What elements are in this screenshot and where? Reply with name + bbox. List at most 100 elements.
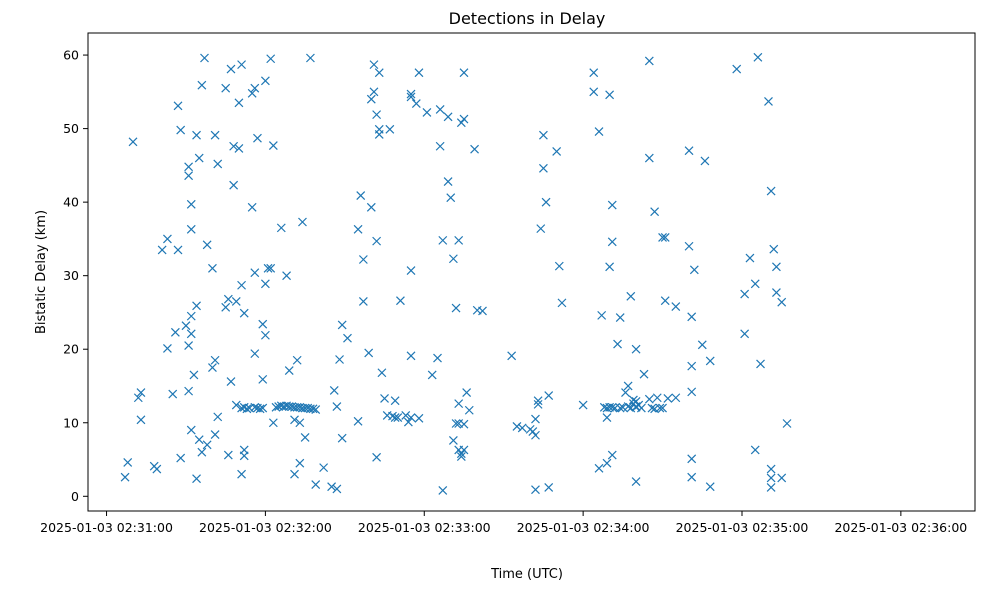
data-point: [305, 53, 315, 63]
data-point: [168, 389, 178, 399]
data-point: [647, 403, 657, 413]
data-point: [644, 394, 654, 404]
data-point: [766, 483, 776, 492]
data-point: [438, 235, 448, 245]
data-point: [663, 394, 673, 403]
data-point: [250, 402, 260, 412]
data-point: [234, 144, 244, 153]
data-point: [557, 298, 567, 308]
data-point: [377, 368, 387, 378]
data-point: [210, 430, 220, 439]
data-point: [531, 414, 540, 424]
data-point: [435, 141, 445, 151]
y-axis-label: Bistatic Delay (km): [34, 210, 49, 334]
data-point: [589, 87, 599, 97]
data-point: [652, 393, 662, 403]
data-point: [459, 419, 469, 429]
data-point: [223, 294, 233, 304]
data-point: [295, 418, 305, 428]
data-point: [170, 327, 180, 337]
data-point: [427, 370, 437, 380]
data-point: [213, 412, 223, 422]
data-point: [756, 359, 765, 369]
data-point: [213, 159, 223, 169]
data-point: [234, 98, 244, 108]
data-point: [605, 90, 615, 100]
data-point: [163, 234, 172, 244]
data-point: [268, 418, 278, 428]
data-point: [459, 68, 469, 78]
data-point: [435, 105, 445, 114]
data-point: [133, 393, 143, 403]
data-point: [687, 312, 697, 322]
data-point: [374, 68, 384, 78]
data-point: [237, 280, 246, 290]
data-point: [443, 112, 453, 122]
x-axis: 2025-01-03 02:31:00 2025-01-03 02:32:00 20…: [40, 511, 967, 535]
data-point: [531, 430, 540, 440]
data-point: [597, 310, 607, 320]
data-point: [544, 483, 554, 492]
data-point: [671, 302, 681, 311]
data-point: [406, 89, 416, 99]
data-point: [284, 366, 294, 375]
data-point: [311, 405, 321, 414]
data-point: [528, 427, 538, 437]
data-point: [644, 56, 654, 66]
data-point: [777, 297, 787, 307]
data-point: [194, 435, 204, 445]
data-point: [202, 440, 212, 450]
data-point: [771, 262, 781, 272]
data-point: [239, 451, 249, 461]
data-point: [210, 130, 220, 140]
data-point: [268, 141, 278, 150]
data-point: [750, 445, 760, 455]
data-point: [123, 458, 133, 467]
data-point: [260, 279, 270, 289]
x-tick-label: 2025-01-03 02:31:00: [40, 520, 173, 535]
data-point: [740, 289, 750, 299]
data-point: [507, 351, 517, 361]
data-point: [456, 452, 466, 462]
data-point: [406, 266, 416, 275]
data-point: [705, 482, 715, 492]
data-point: [208, 363, 217, 373]
data-point: [536, 224, 546, 234]
data-point: [176, 453, 186, 463]
data-point: [226, 377, 236, 386]
data-point: [594, 127, 604, 136]
chart-title: Detections in Delay: [449, 9, 606, 28]
data-point: [184, 341, 194, 350]
data-point: [239, 308, 249, 318]
data-point: [623, 381, 633, 391]
data-point: [186, 425, 196, 435]
data-point: [687, 472, 697, 482]
data-point: [541, 197, 551, 207]
data-point: [136, 388, 146, 398]
data-point: [464, 405, 474, 415]
y-tick-label: 50: [63, 121, 79, 136]
data-point: [745, 253, 755, 263]
data-point: [613, 339, 622, 349]
data-point: [607, 200, 617, 210]
data-point: [433, 353, 442, 363]
data-point: [644, 153, 654, 163]
data-point: [250, 268, 260, 278]
data-point: [406, 351, 416, 361]
data-point: [607, 237, 617, 247]
data-point: [186, 199, 196, 209]
data-point: [554, 261, 564, 271]
data-point: [650, 207, 660, 217]
data-point: [655, 403, 665, 413]
data-point: [388, 411, 397, 421]
data-point: [478, 306, 487, 316]
data-point: [766, 186, 776, 196]
data-point: [602, 458, 612, 468]
data-point: [271, 402, 281, 412]
y-tick-label: 10: [63, 415, 79, 430]
data-point: [253, 133, 262, 143]
data-point: [364, 348, 374, 358]
y-tick-label: 0: [71, 489, 79, 504]
data-point: [462, 388, 472, 398]
